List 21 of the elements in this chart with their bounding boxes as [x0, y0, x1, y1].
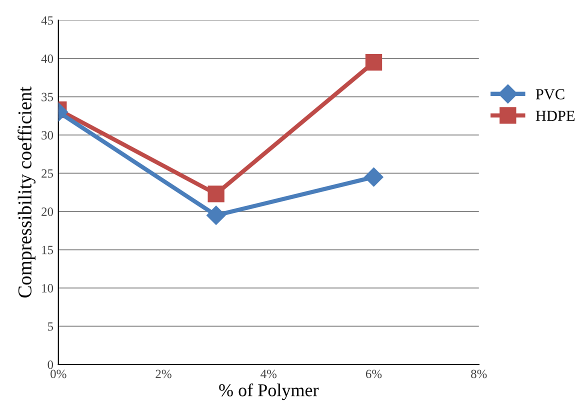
x-tick-label: 6% — [366, 370, 382, 378]
y-tick-label: 30 — [42, 131, 54, 140]
x-tick-label: 8% — [471, 370, 487, 378]
y-tick-label: 35 — [42, 92, 54, 102]
point — [365, 54, 382, 71]
x-axis-title: % of Polymer — [219, 383, 319, 400]
y-tick-label: 45 — [41, 16, 54, 25]
y-tick-label: 15 — [42, 246, 54, 254]
legend-label: PVC — [536, 89, 564, 100]
y-tick-label: 25 — [42, 169, 54, 178]
y-tick-label: 5 — [48, 322, 54, 331]
y-tick-label: 10 — [42, 284, 54, 292]
x-tick-label: 2% — [156, 370, 172, 378]
legend-label: HDPE — [536, 110, 575, 121]
x-tick-label: 4% — [260, 370, 277, 378]
x-tick-label: 0% — [50, 370, 66, 378]
y-tick-label: 20 — [42, 208, 54, 216]
point — [364, 168, 384, 187]
y-tick-label: 0 — [48, 360, 54, 369]
y-axis-title: Compressibility coefficient — [18, 86, 36, 298]
y-tick-label: 40 — [41, 54, 54, 63]
